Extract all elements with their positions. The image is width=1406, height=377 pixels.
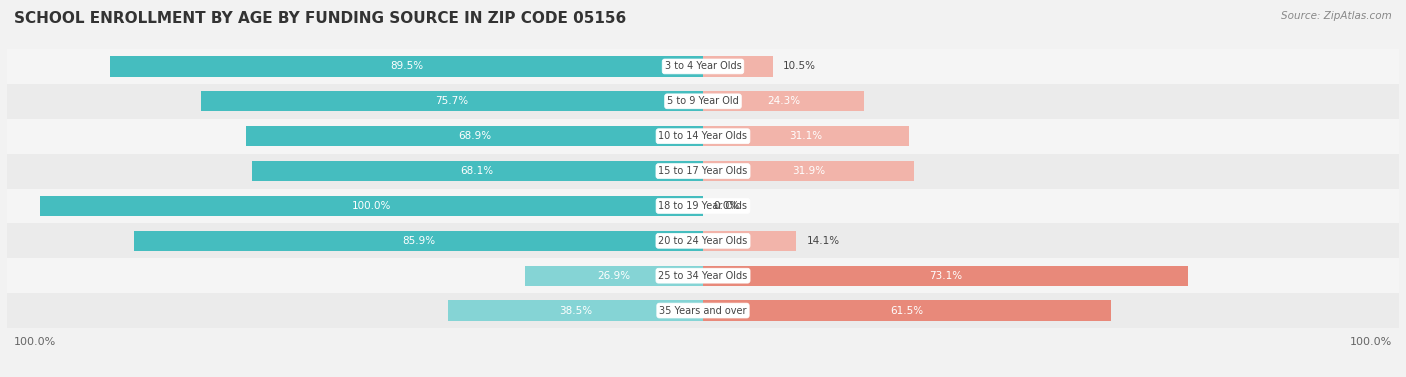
Text: 38.5%: 38.5% — [558, 305, 592, 316]
Text: 26.9%: 26.9% — [598, 271, 630, 281]
Bar — [703, 161, 914, 181]
Text: 31.9%: 31.9% — [792, 166, 825, 176]
Text: 18 to 19 Year Olds: 18 to 19 Year Olds — [658, 201, 748, 211]
Text: 3 to 4 Year Olds: 3 to 4 Year Olds — [665, 61, 741, 72]
Text: 89.5%: 89.5% — [389, 61, 423, 72]
Bar — [7, 258, 1399, 293]
Bar — [703, 91, 865, 112]
Text: 61.5%: 61.5% — [890, 305, 924, 316]
Text: 100.0%: 100.0% — [14, 337, 56, 347]
Text: 75.7%: 75.7% — [436, 96, 468, 106]
Text: 100.0%: 100.0% — [1350, 337, 1392, 347]
Bar — [524, 265, 703, 286]
Text: 24.3%: 24.3% — [766, 96, 800, 106]
Bar — [7, 188, 1399, 223]
Text: 100.0%: 100.0% — [352, 201, 391, 211]
Bar — [703, 231, 796, 251]
Text: SCHOOL ENROLLMENT BY AGE BY FUNDING SOURCE IN ZIP CODE 05156: SCHOOL ENROLLMENT BY AGE BY FUNDING SOUR… — [14, 11, 626, 26]
Text: 5 to 9 Year Old: 5 to 9 Year Old — [666, 96, 740, 106]
Bar — [7, 119, 1399, 154]
Text: 10.5%: 10.5% — [783, 61, 815, 72]
Text: 85.9%: 85.9% — [402, 236, 434, 246]
Bar — [7, 154, 1399, 188]
Bar — [7, 293, 1399, 328]
Bar — [134, 231, 703, 251]
Bar — [703, 126, 910, 146]
Text: 31.1%: 31.1% — [790, 131, 823, 141]
Bar — [447, 300, 703, 321]
Bar — [703, 300, 1111, 321]
Bar — [703, 265, 1188, 286]
Text: 73.1%: 73.1% — [929, 271, 962, 281]
Text: 35 Years and over: 35 Years and over — [659, 305, 747, 316]
Text: 25 to 34 Year Olds: 25 to 34 Year Olds — [658, 271, 748, 281]
Bar — [7, 84, 1399, 119]
Text: 68.9%: 68.9% — [458, 131, 491, 141]
Bar — [41, 196, 703, 216]
Bar — [7, 49, 1399, 84]
Text: 15 to 17 Year Olds: 15 to 17 Year Olds — [658, 166, 748, 176]
Text: 14.1%: 14.1% — [807, 236, 839, 246]
Text: 68.1%: 68.1% — [461, 166, 494, 176]
Bar — [252, 161, 703, 181]
Text: 0.0%: 0.0% — [713, 201, 740, 211]
Text: Source: ZipAtlas.com: Source: ZipAtlas.com — [1281, 11, 1392, 21]
Bar — [201, 91, 703, 112]
Text: 10 to 14 Year Olds: 10 to 14 Year Olds — [658, 131, 748, 141]
Text: 20 to 24 Year Olds: 20 to 24 Year Olds — [658, 236, 748, 246]
Bar — [110, 56, 703, 77]
Bar — [7, 223, 1399, 258]
Bar — [246, 126, 703, 146]
Bar — [703, 56, 773, 77]
